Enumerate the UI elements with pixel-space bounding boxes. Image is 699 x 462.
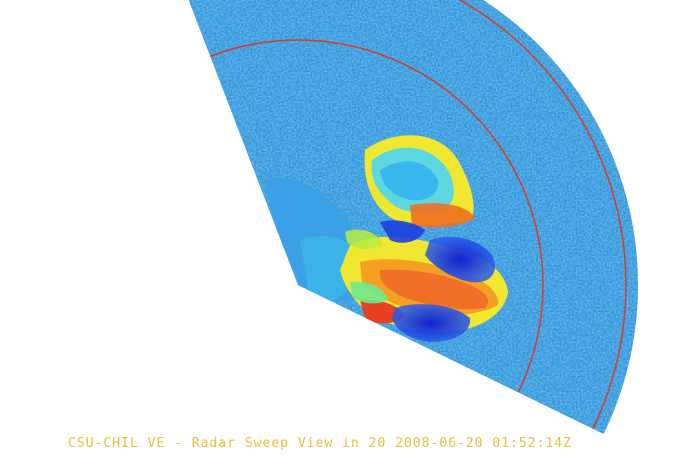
range-ring-outer bbox=[180, 0, 627, 430]
near-echo-2 bbox=[300, 236, 360, 303]
fringe-lime bbox=[345, 229, 382, 250]
folded-region-lower bbox=[392, 304, 471, 342]
storm-band-core bbox=[379, 269, 489, 310]
range-ring-inner bbox=[209, 39, 544, 393]
storm-cell-upper-core bbox=[380, 161, 439, 201]
folded-region-mid bbox=[380, 220, 425, 243]
caption: CSU-CHIL VE - Radar Sweep View in 20 200… bbox=[68, 436, 572, 451]
fringe-green bbox=[350, 281, 388, 304]
storm-cell-upper-edge bbox=[410, 203, 475, 228]
folded-region-upper bbox=[425, 236, 496, 283]
